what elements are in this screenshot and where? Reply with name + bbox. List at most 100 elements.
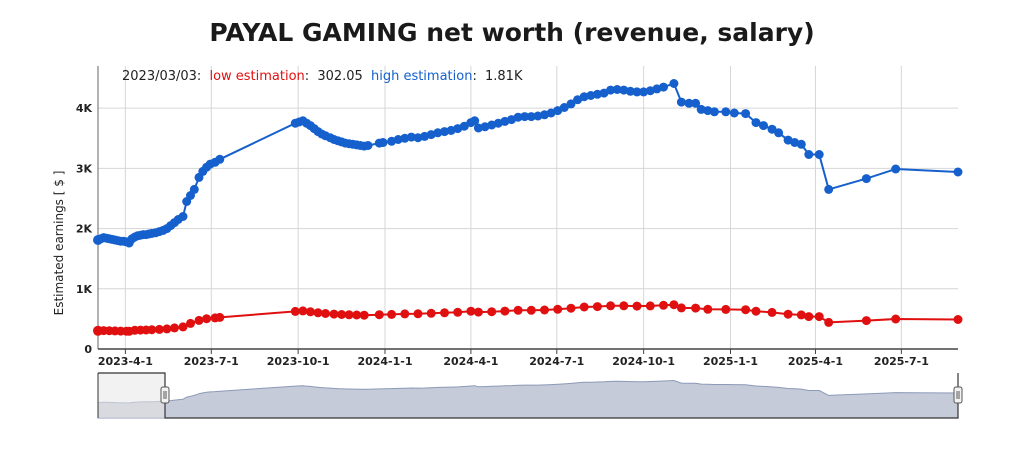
- data-point-high-estimation[interactable]: [612, 85, 622, 94]
- data-point-low-estimation[interactable]: [202, 314, 212, 324]
- data-point-low-estimation[interactable]: [329, 309, 339, 319]
- data-point-high-estimation[interactable]: [632, 87, 642, 97]
- data-point-low-estimation[interactable]: [645, 301, 655, 311]
- data-point-low-estimation[interactable]: [632, 301, 642, 311]
- data-point-high-estimation[interactable]: [189, 184, 199, 194]
- data-point-high-estimation[interactable]: [721, 107, 731, 117]
- data-point-low-estimation[interactable]: [579, 302, 589, 312]
- data-point-low-estimation[interactable]: [194, 315, 204, 325]
- data-point-low-estimation[interactable]: [804, 312, 814, 322]
- data-point-high-estimation[interactable]: [513, 112, 523, 122]
- data-point-low-estimation[interactable]: [178, 322, 188, 332]
- data-point-low-estimation[interactable]: [466, 306, 476, 316]
- data-point-low-estimation[interactable]: [767, 307, 777, 317]
- data-point-high-estimation[interactable]: [606, 85, 616, 95]
- data-point-low-estimation[interactable]: [313, 308, 323, 318]
- data-point-high-estimation[interactable]: [639, 87, 649, 97]
- data-point-low-estimation[interactable]: [540, 305, 549, 315]
- data-point-high-estimation[interactable]: [625, 86, 635, 96]
- data-point-high-estimation[interactable]: [669, 79, 679, 88]
- data-point-low-estimation[interactable]: [374, 310, 384, 320]
- data-point-high-estimation[interactable]: [659, 82, 668, 92]
- data-point-high-estimation[interactable]: [363, 141, 373, 150]
- data-point-low-estimation[interactable]: [170, 323, 179, 333]
- data-point-high-estimation[interactable]: [676, 97, 686, 107]
- data-point-high-estimation[interactable]: [953, 167, 963, 177]
- data-point-high-estimation[interactable]: [729, 108, 739, 118]
- data-point-low-estimation[interactable]: [619, 301, 629, 311]
- data-point-low-estimation[interactable]: [783, 309, 793, 319]
- data-point-low-estimation[interactable]: [426, 308, 436, 318]
- data-point-low-estimation[interactable]: [298, 306, 308, 316]
- data-point-low-estimation[interactable]: [215, 312, 225, 322]
- data-point-low-estimation[interactable]: [553, 304, 563, 314]
- data-point-low-estimation[interactable]: [305, 307, 315, 317]
- navigator-left-handle[interactable]: [160, 386, 170, 404]
- data-point-low-estimation[interactable]: [440, 308, 449, 318]
- data-point-low-estimation[interactable]: [676, 303, 686, 313]
- data-point-low-estimation[interactable]: [413, 309, 423, 319]
- data-point-high-estimation[interactable]: [824, 184, 834, 194]
- data-point-high-estimation[interactable]: [526, 112, 536, 122]
- data-point-low-estimation[interactable]: [154, 324, 164, 334]
- data-point-low-estimation[interactable]: [814, 312, 824, 322]
- data-point-high-estimation[interactable]: [566, 99, 576, 109]
- data-point-low-estimation[interactable]: [321, 309, 330, 318]
- data-point-high-estimation[interactable]: [767, 124, 777, 134]
- data-point-high-estimation[interactable]: [861, 174, 871, 184]
- data-point-high-estimation[interactable]: [891, 164, 901, 174]
- data-point-low-estimation[interactable]: [162, 324, 172, 334]
- data-point-high-estimation[interactable]: [684, 98, 694, 108]
- data-point-high-estimation[interactable]: [741, 109, 751, 119]
- data-point-low-estimation[interactable]: [566, 303, 576, 313]
- data-point-low-estimation[interactable]: [147, 325, 157, 335]
- range-navigator[interactable]: [97, 372, 963, 419]
- data-point-high-estimation[interactable]: [751, 118, 761, 128]
- data-point-low-estimation[interactable]: [473, 307, 483, 317]
- data-point-low-estimation[interactable]: [186, 318, 195, 328]
- data-point-high-estimation[interactable]: [433, 128, 443, 138]
- data-point-high-estimation[interactable]: [774, 128, 784, 138]
- data-point-low-estimation[interactable]: [352, 310, 362, 320]
- data-point-high-estimation[interactable]: [796, 139, 806, 149]
- data-point-low-estimation[interactable]: [500, 306, 510, 316]
- data-point-low-estimation[interactable]: [359, 310, 369, 320]
- data-point-low-estimation[interactable]: [891, 314, 901, 324]
- data-point-high-estimation[interactable]: [378, 138, 388, 147]
- data-point-low-estimation[interactable]: [453, 307, 463, 317]
- data-point-low-estimation[interactable]: [659, 300, 668, 310]
- data-point-high-estimation[interactable]: [520, 112, 530, 122]
- data-point-low-estimation[interactable]: [592, 302, 602, 312]
- navigator-right-handle[interactable]: [953, 386, 963, 404]
- data-point-high-estimation[interactable]: [178, 212, 188, 221]
- data-point-low-estimation[interactable]: [691, 303, 701, 313]
- data-point-low-estimation[interactable]: [526, 305, 536, 315]
- data-point-low-estimation[interactable]: [721, 304, 731, 314]
- data-point-low-estimation[interactable]: [796, 310, 806, 320]
- data-point-low-estimation[interactable]: [861, 316, 871, 326]
- data-point-high-estimation[interactable]: [459, 121, 469, 131]
- data-point-low-estimation[interactable]: [344, 310, 354, 320]
- data-point-low-estimation[interactable]: [703, 304, 713, 314]
- data-point-high-estimation[interactable]: [814, 150, 824, 159]
- data-point-high-estimation[interactable]: [215, 154, 225, 164]
- data-point-high-estimation[interactable]: [691, 98, 701, 108]
- data-point-high-estimation[interactable]: [759, 121, 768, 131]
- data-point-low-estimation[interactable]: [751, 306, 761, 316]
- data-point-low-estimation[interactable]: [741, 305, 751, 315]
- data-point-low-estimation[interactable]: [387, 309, 397, 319]
- data-point-low-estimation[interactable]: [487, 307, 497, 317]
- data-point-low-estimation[interactable]: [400, 309, 410, 319]
- data-point-low-estimation[interactable]: [953, 315, 963, 324]
- data-point-low-estimation[interactable]: [513, 305, 523, 315]
- data-point-high-estimation[interactable]: [804, 150, 814, 159]
- data-point-low-estimation[interactable]: [606, 301, 616, 311]
- data-point-high-estimation[interactable]: [470, 116, 480, 126]
- data-point-high-estimation[interactable]: [406, 132, 416, 142]
- data-point-high-estimation[interactable]: [559, 103, 569, 112]
- data-point-low-estimation[interactable]: [824, 317, 834, 327]
- data-point-high-estimation[interactable]: [709, 107, 719, 117]
- data-point-low-estimation[interactable]: [290, 306, 300, 316]
- data-point-low-estimation[interactable]: [669, 300, 679, 310]
- data-point-low-estimation[interactable]: [337, 310, 347, 319]
